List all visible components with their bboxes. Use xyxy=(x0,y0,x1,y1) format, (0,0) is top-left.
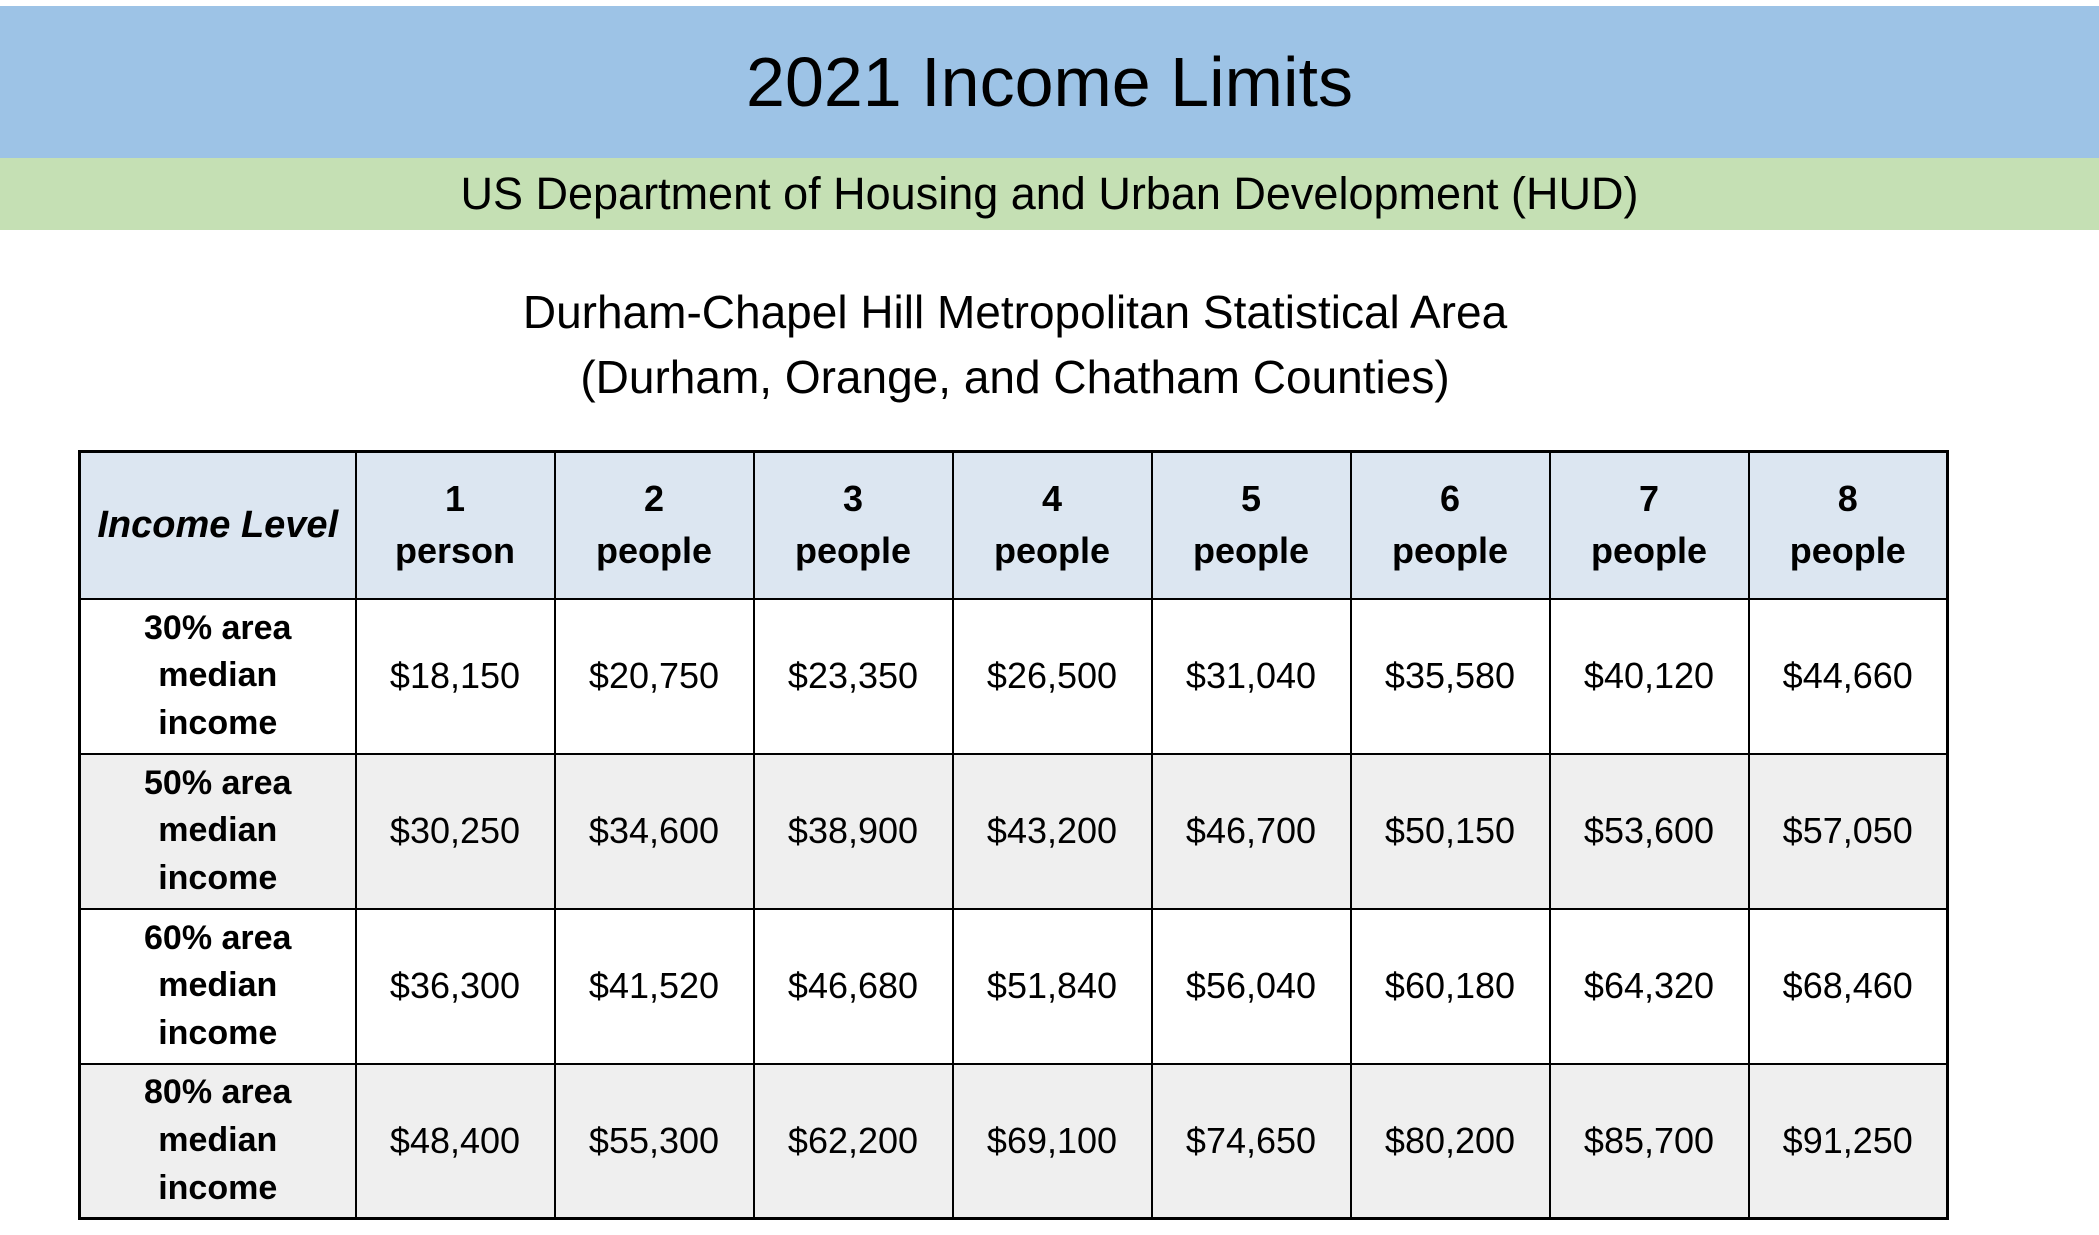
value-cell: $38,900 xyxy=(752,752,954,910)
value-cell: $60,180 xyxy=(1349,907,1551,1065)
column-header-2-people: 2 people xyxy=(553,450,755,600)
table-row-60pct: 60% area median income $36,300 $41,520 $… xyxy=(78,907,1949,1065)
column-header-5-people: 5 people xyxy=(1150,450,1352,600)
value-cell: $62,200 xyxy=(752,1062,954,1220)
value-cell: $50,150 xyxy=(1349,752,1551,910)
value-cell: $18,150 xyxy=(354,597,556,755)
value-cell: $44,660 xyxy=(1747,597,1949,755)
value-cell: $64,320 xyxy=(1548,907,1750,1065)
column-header-7-people: 7 people xyxy=(1548,450,1750,600)
value-cell: $41,520 xyxy=(553,907,755,1065)
row-label-50pct: 50% area median income xyxy=(78,752,357,910)
value-cell: $43,200 xyxy=(951,752,1153,910)
value-cell: $48,400 xyxy=(354,1062,556,1220)
value-cell: $68,460 xyxy=(1747,907,1949,1065)
value-cell: $30,250 xyxy=(354,752,556,910)
row-label-60pct: 60% area median income xyxy=(78,907,357,1065)
area-subtitle-line2: (Durham, Orange, and Chatham Counties) xyxy=(580,351,1450,404)
value-cell: $51,840 xyxy=(951,907,1153,1065)
row-label-80pct: 80% area median income xyxy=(78,1062,357,1220)
value-cell: $35,580 xyxy=(1349,597,1551,755)
value-cell: $20,750 xyxy=(553,597,755,755)
area-subtitle-line1: Durham-Chapel Hill Metropolitan Statisti… xyxy=(522,286,1508,338)
value-cell: $69,100 xyxy=(951,1062,1153,1220)
value-cell: $36,300 xyxy=(354,907,556,1065)
row-label-30pct: 30% area median income xyxy=(78,597,357,755)
agency-title: US Department of Housing and Urban Devel… xyxy=(460,168,1639,219)
value-cell: $85,700 xyxy=(1548,1062,1750,1220)
value-cell: $46,680 xyxy=(752,907,954,1065)
value-cell: $80,200 xyxy=(1349,1062,1551,1220)
title-band: 2021 Income Limits xyxy=(0,6,2099,158)
area-subtitle: Durham-Chapel Hill Metropolitan Statisti… xyxy=(50,280,1980,411)
corner-header-income-level: Income Level xyxy=(78,450,357,600)
value-cell: $53,600 xyxy=(1548,752,1750,910)
column-header-8-people: 8 people xyxy=(1747,450,1949,600)
table-row-80pct: 80% area median income $48,400 $55,300 $… xyxy=(78,1062,1949,1220)
column-header-1-person: 1 person xyxy=(354,450,556,600)
income-limits-table: Income Level 1 person 2 people 3 people … xyxy=(78,450,1949,1220)
page-title: 2021 Income Limits xyxy=(746,43,1353,121)
table-header-row: Income Level 1 person 2 people 3 people … xyxy=(78,450,1949,600)
column-header-6-people: 6 people xyxy=(1349,450,1551,600)
value-cell: $26,500 xyxy=(951,597,1153,755)
value-cell: $34,600 xyxy=(553,752,755,910)
value-cell: $40,120 xyxy=(1548,597,1750,755)
column-header-4-people: 4 people xyxy=(951,450,1153,600)
agency-band: US Department of Housing and Urban Devel… xyxy=(0,158,2099,230)
value-cell: $56,040 xyxy=(1150,907,1352,1065)
column-header-3-people: 3 people xyxy=(752,450,954,600)
table-row-50pct: 50% area median income $30,250 $34,600 $… xyxy=(78,752,1949,910)
value-cell: $31,040 xyxy=(1150,597,1352,755)
value-cell: $46,700 xyxy=(1150,752,1352,910)
value-cell: $74,650 xyxy=(1150,1062,1352,1220)
value-cell: $55,300 xyxy=(553,1062,755,1220)
value-cell: $23,350 xyxy=(752,597,954,755)
value-cell: $57,050 xyxy=(1747,752,1949,910)
table-row-30pct: 30% area median income $18,150 $20,750 $… xyxy=(78,597,1949,755)
value-cell: $91,250 xyxy=(1747,1062,1949,1220)
